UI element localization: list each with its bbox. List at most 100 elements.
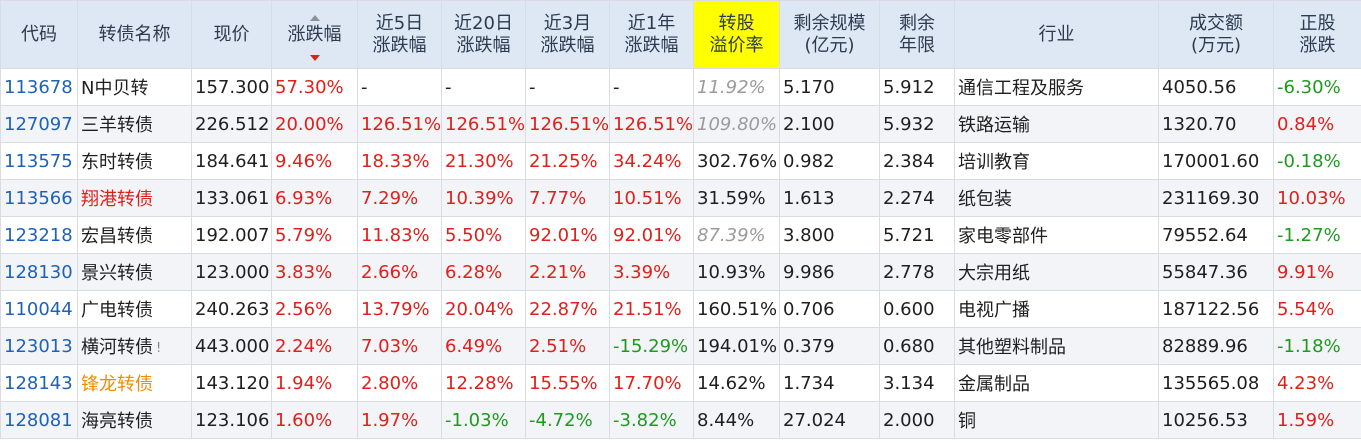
header-premium[interactable]: 转股 溢价率 [693, 0, 780, 69]
scale-cell: 27.024 [779, 401, 880, 439]
change-3m-cell: -4.72% [525, 401, 610, 439]
change-5d-cell: 2.66% [357, 253, 442, 291]
premium-cell: 160.51% [693, 290, 780, 328]
header-5d[interactable]: 近5日 涨跌幅 [357, 0, 442, 69]
header-stock-change[interactable]: 正股 涨跌 [1273, 0, 1361, 69]
sort-control[interactable]: 涨跌幅 [288, 14, 342, 61]
years-cell: 2.274 [879, 179, 955, 217]
header-1y[interactable]: 近1年 涨跌幅 [609, 0, 694, 69]
header-turnover[interactable]: 成交额 (万元) [1158, 0, 1274, 69]
change-3m-cell: 2.21% [525, 253, 610, 291]
name-cell[interactable]: 广电转债 [77, 290, 192, 328]
header-industry[interactable]: 行业 [954, 0, 1159, 69]
premium-cell: 302.76% [693, 142, 780, 180]
years-cell: 5.721 [879, 216, 955, 254]
stock-change-cell: 5.54% [1273, 290, 1361, 328]
name-cell[interactable]: 锋龙转债 [77, 364, 192, 402]
change-1y-cell: - [609, 68, 694, 106]
name-cell[interactable]: 海亮转债 [77, 401, 192, 439]
header-3m[interactable]: 近3月 涨跌幅 [525, 0, 610, 69]
bond-name[interactable]: 宏昌转债 [81, 226, 153, 247]
bond-name[interactable]: N中贝转 [81, 78, 149, 99]
industry-cell: 通信工程及服务 [954, 68, 1159, 106]
change-1y-cell: 10.51% [609, 179, 694, 217]
change-5d-cell: 7.29% [357, 179, 442, 217]
stock-change-cell: -6.30% [1273, 68, 1361, 106]
header-price[interactable]: 现价 [191, 0, 272, 69]
price-cell: 157.300 [191, 68, 272, 106]
header-20d[interactable]: 近20日 涨跌幅 [441, 0, 526, 69]
name-cell[interactable]: 东时转债 [77, 142, 192, 180]
premium-cell: 8.44% [693, 401, 780, 439]
table-row[interactable]: 110044 广电转债 240.263 2.56% 13.79% 20.04% 22.87%… [0, 290, 1361, 328]
change-20d-cell: 6.28% [441, 253, 526, 291]
change-5d-cell: 1.97% [357, 401, 442, 439]
premium-cell: 194.01% [693, 327, 780, 365]
code-cell[interactable]: 128081 [0, 401, 78, 439]
name-cell[interactable]: 景兴转债 [77, 253, 192, 291]
bond-name[interactable]: 广电转债 [81, 300, 153, 321]
table-row[interactable]: 113678 N中贝转 157.300 57.30% - - - -11.92% 5.170 5.… [0, 68, 1361, 106]
years-cell: 0.600 [879, 290, 955, 328]
stock-change-cell: 4.23% [1273, 364, 1361, 402]
table-row[interactable]: 123218 宏昌转债 192.007 5.79% 11.83% 5.50% 92.01% 9… [0, 216, 1361, 254]
premium-cell: 87.39% [693, 216, 780, 254]
change-cell: 5.79% [271, 216, 358, 254]
years-cell: 2.778 [879, 253, 955, 291]
turnover-cell: 135565.08 [1158, 364, 1274, 402]
price-cell: 133.061 [191, 179, 272, 217]
change-5d-cell: 18.33% [357, 142, 442, 180]
code-cell[interactable]: 128130 [0, 253, 78, 291]
scale-cell: 0.706 [779, 290, 880, 328]
turnover-cell: 82889.96 [1158, 327, 1274, 365]
table-row[interactable]: 127097 三羊转债 226.512 20.00% 126.51% 126.51% 126… [0, 105, 1361, 143]
code-cell[interactable]: 128143 [0, 364, 78, 402]
code-cell[interactable]: 123013 [0, 327, 78, 365]
table-row[interactable]: 128081 海亮转债 123.106 1.60% 1.97% -1.03% -4.72% -… [0, 401, 1361, 439]
name-cell[interactable]: 横河转债! [77, 327, 192, 365]
code-cell[interactable]: 123218 [0, 216, 78, 254]
table-row[interactable]: 123013 横河转债! 443.000 2.24% 7.03% 6.49% 2.51% -1… [0, 327, 1361, 365]
change-5d-cell: 13.79% [357, 290, 442, 328]
code-cell[interactable]: 110044 [0, 290, 78, 328]
code-cell[interactable]: 127097 [0, 105, 78, 143]
bond-name[interactable]: 锋龙转债 [81, 374, 153, 395]
code-cell[interactable]: 113566 [0, 179, 78, 217]
bond-name[interactable]: 翔港转债 [81, 189, 153, 210]
name-cell[interactable]: 三羊转债 [77, 105, 192, 143]
stock-change-cell: -1.27% [1273, 216, 1361, 254]
code-cell[interactable]: 113575 [0, 142, 78, 180]
premium-cell: 109.80% [693, 105, 780, 143]
name-cell[interactable]: 宏昌转债 [77, 216, 192, 254]
header-name[interactable]: 转债名称 [77, 0, 192, 69]
turnover-cell: 1320.70 [1158, 105, 1274, 143]
table-row[interactable]: 113575 东时转债 184.641 9.46% 18.33% 21.30% 21.25%… [0, 142, 1361, 180]
stock-change-cell: 0.84% [1273, 105, 1361, 143]
name-cell[interactable]: N中贝转 [77, 68, 192, 106]
bond-name[interactable]: 东时转债 [81, 152, 153, 173]
change-5d-cell: 11.83% [357, 216, 442, 254]
name-cell[interactable]: 翔港转债 [77, 179, 192, 217]
header-row: 代码 转债名称 现价 涨跌幅 近5日 涨跌幅 近20日 涨跌幅 近3月 涨跌幅 近1年… [0, 0, 1361, 69]
header-years[interactable]: 剩余 年限 [879, 0, 955, 69]
change-cell: 2.56% [271, 290, 358, 328]
change-cell: 2.24% [271, 327, 358, 365]
bond-name[interactable]: 海亮转债 [81, 411, 153, 432]
bond-name[interactable]: 三羊转债 [81, 115, 153, 136]
price-cell: 123.106 [191, 401, 272, 439]
change-5d-cell: 126.51% [357, 105, 442, 143]
table-row[interactable]: 113566 翔港转债 133.061 6.93% 7.29% 10.39% 7.77% 10… [0, 179, 1361, 217]
header-code[interactable]: 代码 [0, 0, 78, 69]
bond-name[interactable]: 横河转债 [81, 337, 153, 358]
years-cell: 2.384 [879, 142, 955, 180]
sort-desc-icon [309, 14, 320, 61]
change-cell: 1.94% [271, 364, 358, 402]
table-row[interactable]: 128130 景兴转债 123.000 3.83% 2.66% 6.28% 2.21% 3.3… [0, 253, 1361, 291]
bond-name[interactable]: 景兴转债 [81, 263, 153, 284]
table-row[interactable]: 128143 锋龙转债 143.120 1.94% 2.80% 12.28% 15.55% 1… [0, 364, 1361, 402]
warning-flag-icon: ! [156, 340, 162, 356]
code-cell[interactable]: 113678 [0, 68, 78, 106]
change-3m-cell: - [525, 68, 610, 106]
header-scale[interactable]: 剩余规模 (亿元) [779, 0, 880, 69]
header-change[interactable]: 涨跌幅 [271, 0, 358, 69]
